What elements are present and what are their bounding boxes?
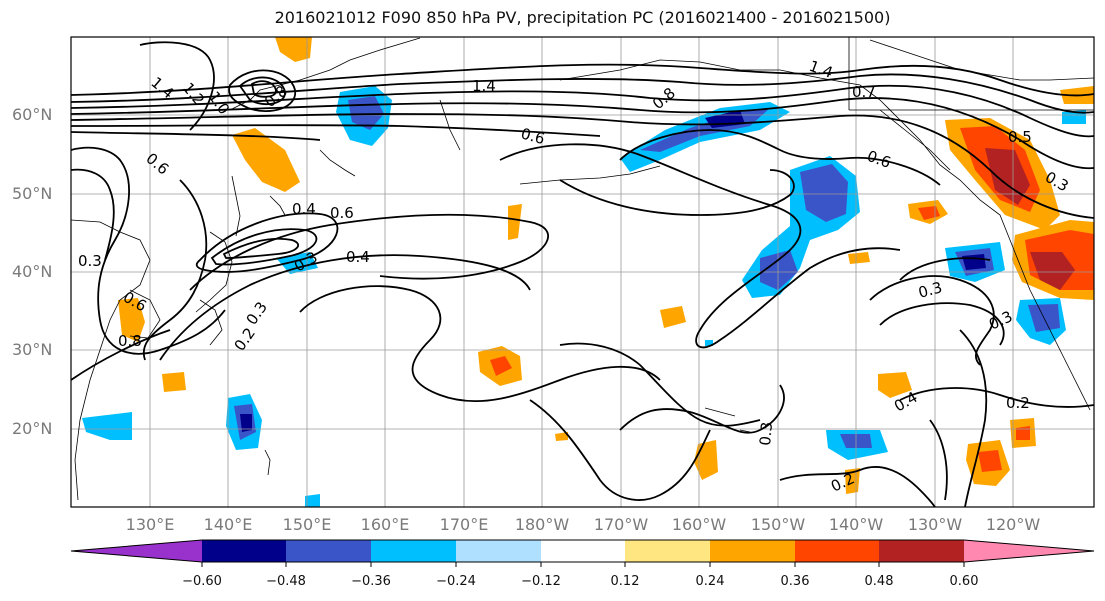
colorbar-tick-label: −0.60 (182, 574, 222, 589)
lon-tick-label: 120°W (985, 515, 1041, 534)
lon-tick-label: 150°E (282, 515, 332, 534)
colorbar-segment (879, 540, 964, 562)
colorbar-tick-label: 0.60 (949, 574, 979, 589)
lon-tick-label: 160°W (671, 515, 727, 534)
contour-label: 0.8 (118, 332, 142, 350)
pv-contours (71, 41, 1094, 507)
colorbar-ticks (201, 562, 965, 567)
lon-tick-label: 180°W (514, 515, 570, 534)
lat-tick-label: 20°N (12, 419, 53, 438)
contour-label: 0.6 (519, 124, 547, 148)
contour-label: 0.3 (916, 278, 944, 302)
colorbar-segment (371, 540, 456, 562)
colorbar-tick-label: −0.36 (351, 574, 391, 589)
colorbar-segment (710, 540, 795, 562)
colorbar-tick-label: −0.24 (436, 574, 476, 589)
colorbar (70, 539, 1095, 567)
colorbar-segment (202, 540, 286, 562)
colorbar-segment (286, 540, 371, 562)
lon-tick-label: 140°W (828, 515, 884, 534)
lon-tick-label: 170°W (593, 515, 649, 534)
contour-label: 0.2 (1006, 394, 1030, 412)
contour-label: 0.4 (346, 248, 370, 266)
lat-tick-label: 40°N (12, 262, 53, 281)
contour-label: 0.7 (852, 83, 876, 101)
contour-label: 0.3 (78, 252, 102, 270)
map-title: 2016021012 F090 850 hPa PV, precipitatio… (274, 8, 891, 27)
lon-tick-label: 140°E (203, 515, 253, 534)
colorbar-tick-label: 0.36 (780, 574, 810, 589)
lon-tick-label: 150°W (750, 515, 806, 534)
colorbar-tick-label: −0.12 (521, 574, 561, 589)
contour-label: 1.4 (472, 77, 496, 95)
colorbar-segment (795, 540, 879, 562)
colorbar-segment (964, 540, 1094, 562)
lon-tick-label: 170°E (439, 515, 489, 534)
colorbar-tick-label: 0.24 (695, 574, 725, 589)
lon-tick-label: 130°W (907, 515, 963, 534)
lat-tick-label: 30°N (12, 340, 53, 359)
contour-label: 0.4 (292, 200, 316, 218)
colorbar-tick-label: −0.48 (266, 574, 306, 589)
map-frame (70, 36, 1095, 508)
colorbar-segment (71, 540, 202, 562)
lon-tick-label: 130°E (125, 515, 175, 534)
colorbar-segment (456, 540, 541, 562)
lat-tick-label: 60°N (12, 105, 53, 124)
colorbar-segment (541, 540, 625, 562)
colorbar-tick-label: 0.12 (610, 574, 640, 589)
contour-label: 0.3 (756, 421, 776, 446)
contour-label: 0.5 (1008, 128, 1032, 146)
colorbar-segment (625, 540, 710, 562)
contour-label: 0.6 (330, 204, 354, 222)
lon-tick-label: 160°E (360, 515, 410, 534)
colorbar-tick-label: 0.48 (864, 574, 894, 589)
lat-tick-label: 50°N (12, 184, 53, 203)
